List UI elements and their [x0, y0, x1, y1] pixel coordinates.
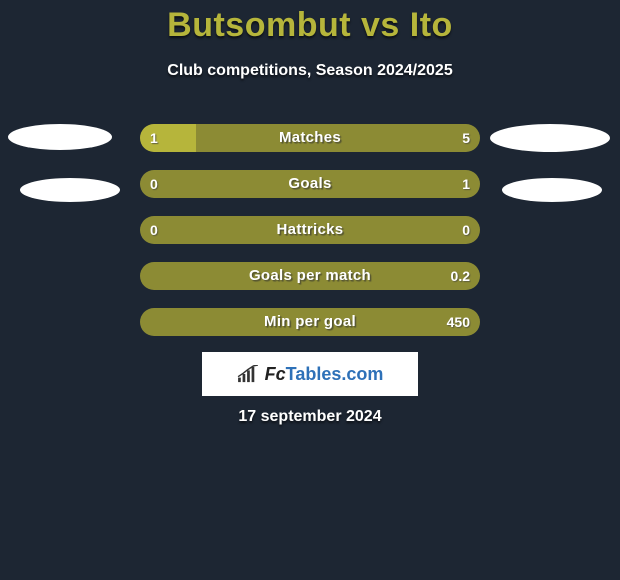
page-title: Butsombut vs Ito — [0, 6, 620, 45]
decorative-ellipse — [490, 124, 610, 152]
stat-row: 450Min per goal — [140, 308, 480, 336]
bars-growth-icon — [237, 365, 259, 383]
stat-row: 15Matches — [140, 124, 480, 152]
logo-prefix: Fc — [265, 364, 286, 384]
stat-label: Hattricks — [140, 216, 480, 244]
stat-label: Goals — [140, 170, 480, 198]
logo-suffix: Tables.com — [286, 364, 384, 384]
source-logo: FcTables.com — [202, 352, 418, 396]
stat-row: 01Goals — [140, 170, 480, 198]
stat-row: 00Hattricks — [140, 216, 480, 244]
decorative-ellipse — [502, 178, 602, 202]
stat-label: Min per goal — [140, 308, 480, 336]
decorative-ellipse — [8, 124, 112, 150]
comparison-bars: 15Matches 01Goals 00Hattricks 0.2Goals per … — [140, 124, 480, 354]
decorative-ellipse — [20, 178, 120, 202]
stat-row: 0.2Goals per match — [140, 262, 480, 290]
stat-label: Matches — [140, 124, 480, 152]
page-subtitle: Club competitions, Season 2024/2025 — [0, 62, 620, 80]
comparison-infographic: Butsombut vs Ito Club competitions, Seas… — [0, 0, 620, 580]
logo-text: FcTables.com — [237, 364, 384, 385]
stat-label: Goals per match — [140, 262, 480, 290]
generated-date: 17 september 2024 — [0, 408, 620, 426]
